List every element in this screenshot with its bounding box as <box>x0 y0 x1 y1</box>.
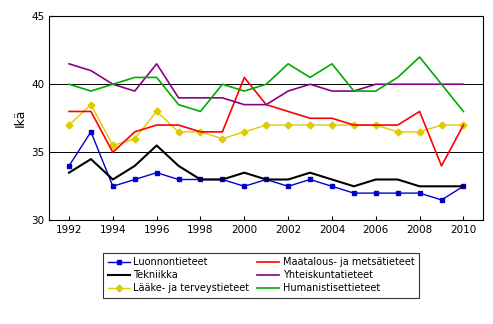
Y-axis label: Ikä: Ikä <box>14 109 27 127</box>
Legend: Luonnontieteet, Tekniikka, Lääke- ja terveystieteet, Maatalous- ja metsätieteet,: Luonnontieteet, Tekniikka, Lääke- ja ter… <box>104 253 419 298</box>
